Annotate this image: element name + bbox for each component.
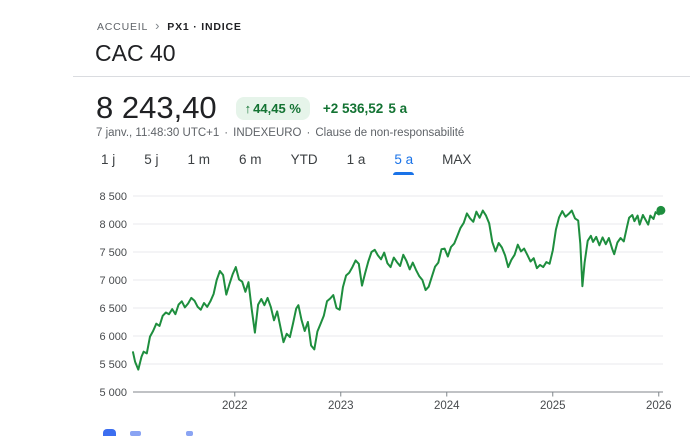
- range-tab-6-m[interactable]: 6 m: [238, 149, 263, 175]
- change-absolute: +2 536,52 5 a: [323, 101, 407, 116]
- x-axis-label: 2026: [646, 400, 672, 412]
- range-tab-5-j[interactable]: 5 j: [143, 149, 159, 175]
- area-fill: [133, 210, 661, 392]
- up-arrow-icon: ↑: [244, 100, 252, 116]
- quote-meta: 7 janv., 11:48:30 UTC+1 · INDEXEURO · Cl…: [96, 127, 464, 139]
- range-tabs: 1 j 5 j 1 m 6 m YTD 1 a 5 a MAX: [100, 149, 472, 175]
- exchange-label: INDEXEURO: [233, 127, 302, 139]
- clipped-action-icon: [103, 429, 116, 436]
- clipped-action-text: [130, 431, 141, 436]
- x-axis-label: 2024: [434, 400, 460, 412]
- breadcrumb-current: PX1 · INDICE: [167, 21, 242, 33]
- change-percent: 44,45 %: [253, 100, 301, 116]
- y-axis-label: 6 000: [99, 331, 127, 343]
- y-axis-label: 7 000: [99, 275, 127, 287]
- breadcrumb-home-link[interactable]: ACCUEIL: [97, 21, 149, 33]
- dot-separator: ·: [306, 127, 311, 139]
- dot-separator: ·: [224, 127, 229, 139]
- x-axis-label: 2022: [222, 400, 248, 412]
- chevron-right-icon: ›: [155, 18, 161, 33]
- change-percent-badge: ↑ 44,45 %: [235, 96, 310, 120]
- y-axis-label: 7 500: [99, 247, 127, 259]
- range-tab-1-a[interactable]: 1 a: [346, 149, 367, 175]
- range-tab-max[interactable]: MAX: [441, 149, 472, 175]
- x-axis-label: 2023: [328, 400, 354, 412]
- breadcrumb: ACCUEIL › PX1 · INDICE: [97, 18, 242, 33]
- y-axis-label: 6 500: [99, 303, 127, 315]
- change-absolute-value: +2 536,52: [322, 100, 384, 116]
- y-axis-label: 5 500: [99, 359, 127, 371]
- page-title: CAC 40: [95, 40, 176, 66]
- timestamp: 7 janv., 11:48:30 UTC+1: [96, 127, 220, 139]
- y-axis-label: 8 000: [99, 219, 127, 231]
- y-axis-label: 5 000: [99, 387, 127, 399]
- disclaimer-link[interactable]: Clause de non-responsabilité: [315, 127, 465, 139]
- clipped-action-text: [186, 431, 193, 436]
- range-tab-1-j[interactable]: 1 j: [100, 149, 116, 175]
- y-axis-label: 8 500: [99, 191, 127, 203]
- quote-row: 8 243,40 ↑ 44,45 % +2 536,52 5 a: [96, 91, 407, 125]
- header-divider: [73, 76, 690, 77]
- latest-price-dot: [656, 205, 666, 215]
- price-value: 8 243,40: [96, 90, 217, 125]
- change-period: 5 a: [388, 100, 408, 116]
- range-tab-1-m[interactable]: 1 m: [187, 149, 212, 175]
- range-tab-ytd[interactable]: YTD: [290, 149, 319, 175]
- x-axis-label: 2025: [540, 400, 566, 412]
- price-line: [132, 209, 662, 371]
- range-tab-5-a[interactable]: 5 a: [393, 149, 414, 175]
